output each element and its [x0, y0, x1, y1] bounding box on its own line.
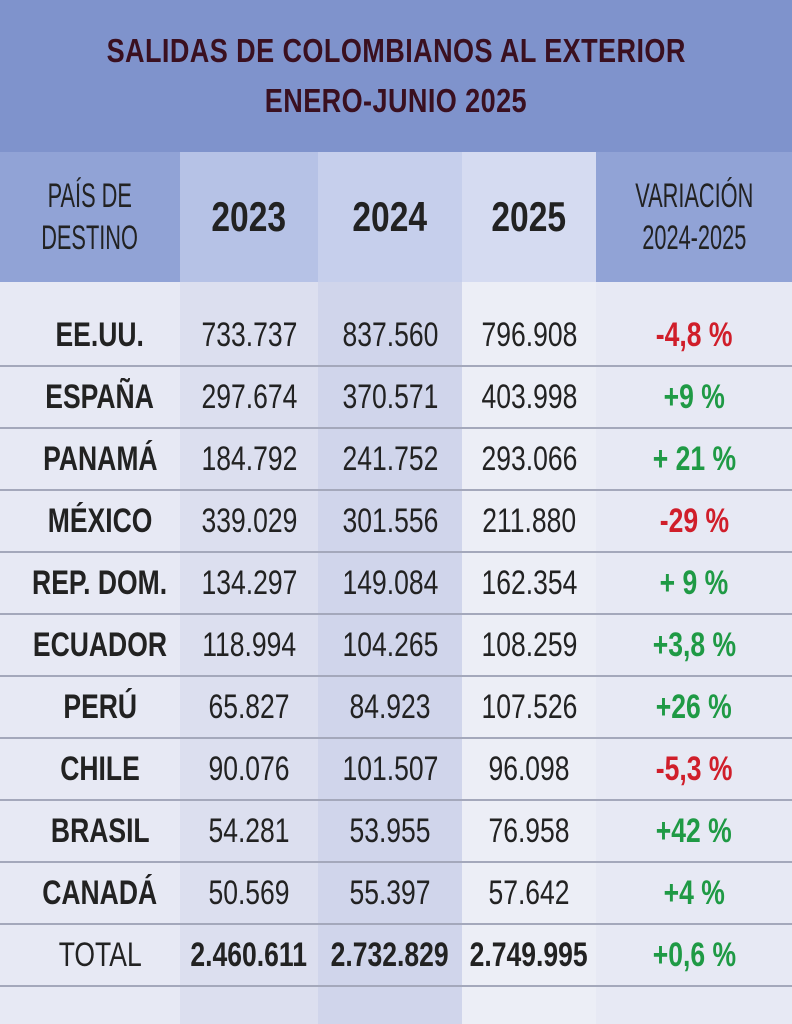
table-row: EE.UU. 733.737 837.560 796.908 -4,8 %	[0, 305, 792, 367]
value-2025-cell: 796.908	[481, 315, 577, 354]
value-2023-cell: 297.674	[201, 377, 297, 416]
value-2023-cell: 118.994	[202, 625, 296, 664]
total-row: TOTAL 2.460.611 2.732.829 2.749.995 +0,6 %	[0, 925, 792, 987]
country-cell: PERÚ	[63, 687, 137, 726]
country-cell: ESPAÑA	[45, 377, 155, 416]
table-row: PANAMÁ 184.792 241.752 293.066 + 21 %	[0, 429, 792, 491]
table-row: REP. DOM. 134.297 149.084 162.354 + 9 %	[0, 553, 792, 615]
value-2025-cell: 57.642	[488, 873, 570, 912]
variation-cell: +4 %	[663, 873, 725, 912]
header-country: PAÍS DE DESTINO	[0, 152, 180, 282]
header-2024: 2024	[318, 152, 462, 282]
variation-cell: +9 %	[663, 377, 725, 416]
country-cell: TOTAL	[58, 935, 142, 974]
value-2024-cell: 101.507	[342, 749, 438, 788]
value-2024-cell: 241.752	[342, 439, 438, 478]
value-2023-cell: 134.297	[201, 563, 297, 602]
header-2023: 2023	[180, 152, 318, 282]
column-2025-bg	[462, 152, 596, 1024]
value-2024-cell: 53.955	[349, 811, 431, 850]
table-row: BRASIL 54.281 53.955 76.958 +42 %	[0, 801, 792, 863]
value-2024-cell: 55.397	[349, 873, 431, 912]
header-country-line-1: PAÍS DE	[47, 177, 133, 215]
table-row: CANADÁ 50.569 55.397 57.642 +4 %	[0, 863, 792, 925]
country-cell: EE.UU.	[55, 315, 145, 354]
value-2023-cell: 65.827	[208, 687, 290, 726]
variation-cell: +42 %	[656, 811, 732, 850]
value-2024-cell: 837.560	[342, 315, 438, 354]
table-row: PERÚ 65.827 84.923 107.526 +26 %	[0, 677, 792, 739]
variation-cell: +0,6 %	[652, 935, 736, 974]
value-2025-cell: 403.998	[481, 377, 577, 416]
value-2025-cell: 293.066	[481, 439, 577, 478]
value-2024-cell: 301.556	[342, 501, 438, 540]
variation-cell: +3,8 %	[652, 625, 736, 664]
value-2025-cell: 107.526	[481, 687, 577, 726]
value-2025-cell: 76.958	[488, 811, 570, 850]
column-2024-bg	[318, 152, 462, 1024]
table-row: ECUADOR 118.994 104.265 108.259 +3,8 %	[0, 615, 792, 677]
header-variation: VARIACIÓN 2024-2025	[596, 152, 792, 282]
value-2024-cell: 149.084	[342, 563, 438, 602]
column-country-bg	[0, 152, 180, 1024]
table-row: MÉXICO 339.029 301.556 211.880 -29 %	[0, 491, 792, 553]
value-2023-cell: 54.281	[208, 811, 290, 850]
header-country-line-2: DESTINO	[41, 219, 139, 257]
value-2024-cell: 370.571	[342, 377, 438, 416]
variation-cell: + 9 %	[659, 563, 729, 602]
title-banner: SALIDAS DE COLOMBIANOS AL EXTERIOR ENERO…	[0, 0, 792, 152]
variation-cell: +26 %	[656, 687, 732, 726]
table-row: ESPAÑA 297.674 370.571 403.998 +9 %	[0, 367, 792, 429]
country-cell: PANAMÁ	[42, 439, 158, 478]
value-2023-cell: 733.737	[201, 315, 297, 354]
header-2025: 2025	[462, 152, 596, 282]
country-cell: MÉXICO	[47, 501, 153, 540]
header-variation-line-2: 2024-2025	[641, 219, 747, 257]
variation-cell: -5,3 %	[655, 749, 733, 788]
value-2025-cell: 162.354	[481, 563, 577, 602]
value-2025-cell: 108.259	[481, 625, 577, 664]
column-variation-bg	[596, 152, 792, 1024]
variation-cell: -4,8 %	[655, 315, 733, 354]
value-2023-cell: 50.569	[208, 873, 290, 912]
column-2023-bg	[180, 152, 318, 1024]
variation-cell: + 21 %	[652, 439, 736, 478]
value-2024-cell: 2.732.829	[331, 935, 450, 974]
country-cell: REP. DOM.	[32, 563, 168, 602]
value-2024-cell: 84.923	[349, 687, 431, 726]
value-2023-cell: 184.792	[201, 439, 297, 478]
table-row: CHILE 90.076 101.507 96.098 -5,3 %	[0, 739, 792, 801]
country-cell: BRASIL	[50, 811, 150, 850]
value-2024-cell: 104.265	[342, 625, 438, 664]
value-2023-cell: 2.460.611	[190, 935, 308, 974]
value-2025-cell: 2.749.995	[470, 935, 589, 974]
country-cell: ECUADOR	[32, 625, 168, 664]
value-2025-cell: 211.880	[482, 501, 576, 540]
value-2025-cell: 96.098	[488, 749, 570, 788]
country-cell: CHILE	[60, 749, 140, 788]
country-cell: CANADÁ	[42, 873, 158, 912]
table-body: EE.UU. 733.737 837.560 796.908 -4,8 % ESPAÑA 2…	[0, 305, 792, 987]
header-variation-line-1: VARIACIÓN	[634, 177, 754, 215]
value-2023-cell: 90.076	[208, 749, 290, 788]
variation-cell: -29 %	[659, 501, 729, 540]
title-line-2: ENERO-JUNIO 2025	[264, 82, 528, 119]
value-2023-cell: 339.029	[201, 501, 297, 540]
title-line-1: SALIDAS DE COLOMBIANOS AL EXTERIOR	[106, 32, 686, 69]
